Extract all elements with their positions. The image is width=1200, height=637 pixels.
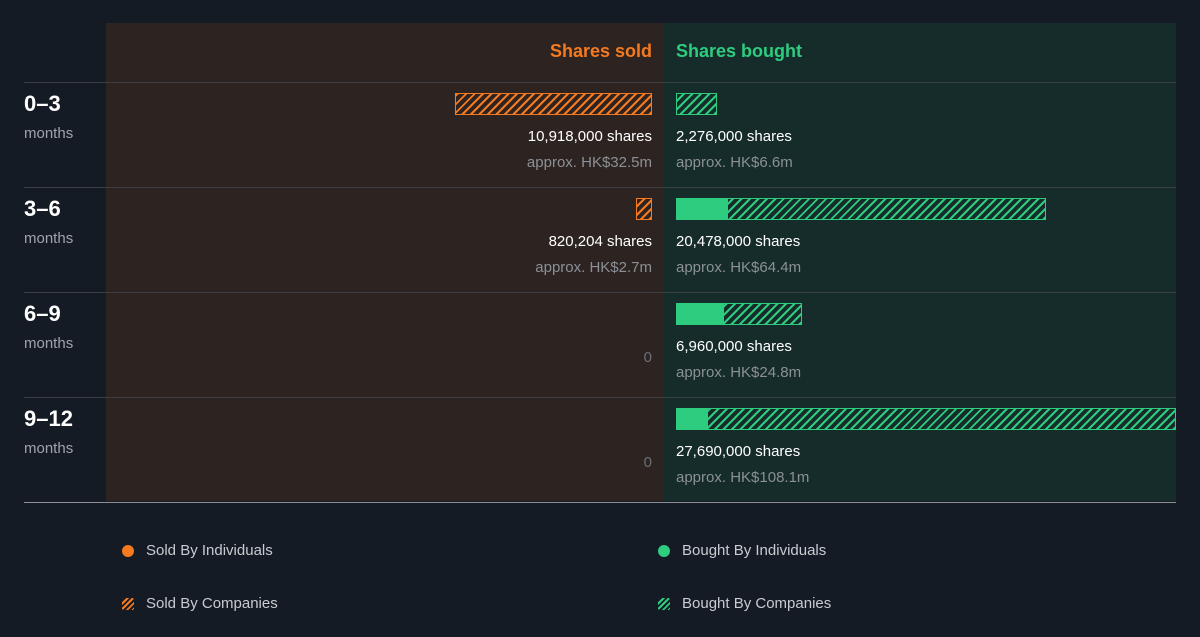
sold-zero-value: 0 — [643, 454, 652, 471]
sold-shares-value: 820,204 shares — [548, 233, 652, 250]
legend-label: Sold By Companies — [146, 595, 278, 612]
legend-label: Bought By Companies — [682, 595, 832, 612]
bought-shares-value: 20,478,000 shares — [676, 233, 801, 250]
period-unit-label: months — [24, 335, 74, 352]
legend-dot-icon — [122, 545, 134, 557]
bought-approx-value: approx. HK$108.1m — [676, 469, 810, 486]
bought-companies-bar — [727, 198, 1046, 220]
period-label: 0–3 — [24, 91, 61, 116]
sold-header: Shares sold — [549, 41, 652, 61]
bought-companies-bar — [707, 408, 1176, 430]
legend-label: Sold By Individuals — [146, 542, 273, 559]
row-separator — [24, 292, 1176, 293]
legend-item: Sold By Companies — [122, 594, 278, 614]
bought-individuals-bar — [676, 408, 707, 430]
sold-companies-bar — [636, 198, 652, 220]
bought-individuals-bar — [676, 198, 727, 220]
bought-approx-value: approx. HK$24.8m — [676, 364, 802, 381]
sold-approx-value: approx. HK$2.7m — [535, 259, 652, 276]
legend-dot-icon — [658, 545, 670, 557]
period-unit-label: months — [24, 125, 74, 142]
legend-label: Bought By Individuals — [682, 542, 827, 559]
bought-companies-bar — [723, 303, 802, 325]
bought-approx-value: approx. HK$64.4m — [676, 259, 802, 276]
sold-shares-value: 10,918,000 shares — [527, 128, 652, 145]
period-label: 9–12 — [24, 406, 73, 431]
legend-item: Bought By Companies — [658, 594, 831, 614]
period-unit-label: months — [24, 230, 74, 247]
sold-zero-value: 0 — [643, 349, 652, 366]
legend-item: Sold By Individuals — [122, 541, 273, 561]
bought-header: Shares bought — [676, 41, 803, 61]
period-label: 3–6 — [24, 196, 61, 221]
sold-companies-bar — [455, 93, 652, 115]
legend-hatch-icon — [658, 598, 670, 610]
legend-item: Bought By Individuals — [658, 541, 826, 561]
legend-hatch-icon — [122, 598, 134, 610]
row-separator — [24, 397, 1176, 398]
sold-approx-value: approx. HK$32.5m — [526, 154, 652, 171]
bought-shares-value: 6,960,000 shares — [676, 338, 792, 355]
bought-companies-bar — [676, 93, 717, 115]
bought-shares-value: 2,276,000 shares — [676, 128, 792, 145]
period-label: 6–9 — [24, 301, 61, 326]
row-separator — [24, 187, 1176, 188]
bought-individuals-bar — [676, 303, 723, 325]
bought-approx-value: approx. HK$6.6m — [676, 154, 793, 171]
period-unit-label: months — [24, 440, 74, 457]
row-separator — [24, 82, 1176, 83]
row-separator — [24, 502, 1176, 503]
bought-shares-value: 27,690,000 shares — [676, 443, 801, 460]
